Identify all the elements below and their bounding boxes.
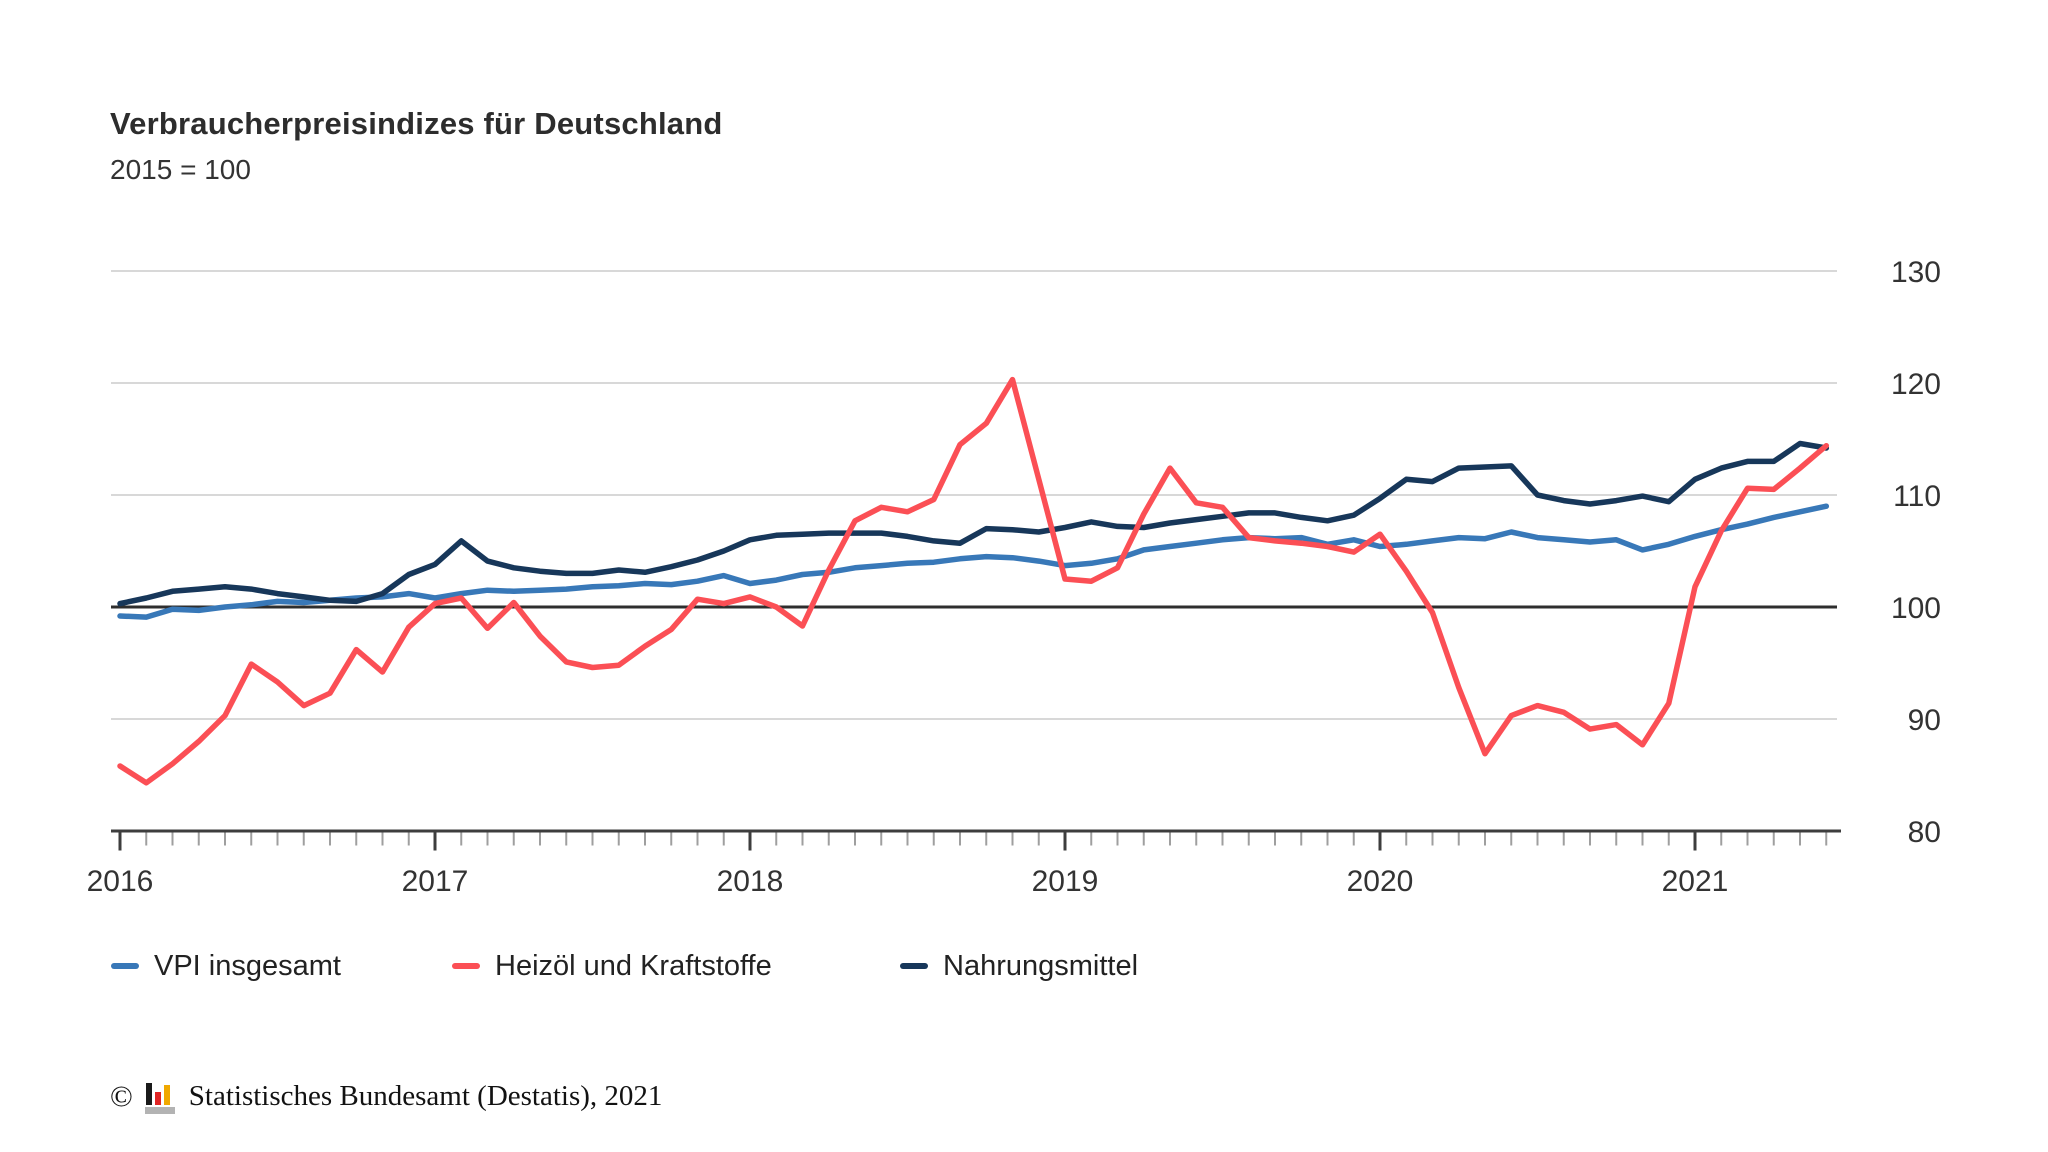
- x-axis-label-2021: 2021: [1662, 865, 1729, 898]
- legend-swatch-vpi-insgesamt: [111, 963, 139, 969]
- destatis-logo-icon: [144, 1078, 177, 1114]
- y-axis-label-110: 110: [1893, 480, 1941, 513]
- legend-item-nahrungsmittel: Nahrungsmittel: [900, 944, 1138, 988]
- y-axis-label-130: 130: [1891, 256, 1941, 289]
- logo-bar-gold: [163, 1085, 170, 1105]
- y-axis-label-90: 90: [1908, 704, 1941, 737]
- series-line-nahrungsmittel: [117, 440, 1830, 607]
- source-text: Statistisches Bundesamt (Destatis), 2021: [188, 1080, 663, 1112]
- logo-baseline: [144, 1107, 175, 1114]
- series-line-heizoel-und-kraftstoffe: [117, 376, 1830, 786]
- y-axis-label-120: 120: [1891, 368, 1941, 401]
- legend-swatch-heizoel-und-kraftstoffe: [452, 963, 480, 969]
- footer-source: © Statistisches Bundesamt (Destatis), 20…: [110, 1078, 662, 1114]
- legend-label-vpi-insgesamt: VPI insgesamt: [154, 949, 341, 982]
- x-axis-label-2016: 2016: [87, 865, 154, 898]
- legend-label-heizoel-und-kraftstoffe: Heizöl und Kraftstoffe: [495, 949, 772, 982]
- legend-item-vpi-insgesamt: VPI insgesamt: [111, 944, 341, 988]
- series-line-vpi-insgesamt: [117, 503, 1830, 620]
- page-title: Verbraucherpreisindizes für Deutschland: [110, 106, 723, 141]
- legend-item-heizoel-und-kraftstoffe: Heizöl und Kraftstoffe: [452, 944, 772, 988]
- x-axis-label-2018: 2018: [717, 865, 784, 898]
- page-subtitle: 2015 = 100: [110, 154, 251, 185]
- legend-label-nahrungsmittel: Nahrungsmittel: [943, 949, 1139, 982]
- legend-swatch-nahrungsmittel: [900, 963, 928, 969]
- legend: VPI insgesamt Heizöl und Kraftstoffe Nah…: [0, 944, 2048, 988]
- logo-bar-black: [145, 1083, 152, 1105]
- y-axis-label-100: 100: [1891, 592, 1941, 625]
- copyright-symbol: ©: [110, 1080, 133, 1113]
- x-axis-label-2019: 2019: [1032, 865, 1099, 898]
- x-axis-label-2017: 2017: [402, 865, 469, 898]
- logo-bar-red: [154, 1092, 161, 1105]
- x-axis-label-2020: 2020: [1347, 865, 1414, 898]
- y-axis-label-80: 80: [1908, 816, 1941, 849]
